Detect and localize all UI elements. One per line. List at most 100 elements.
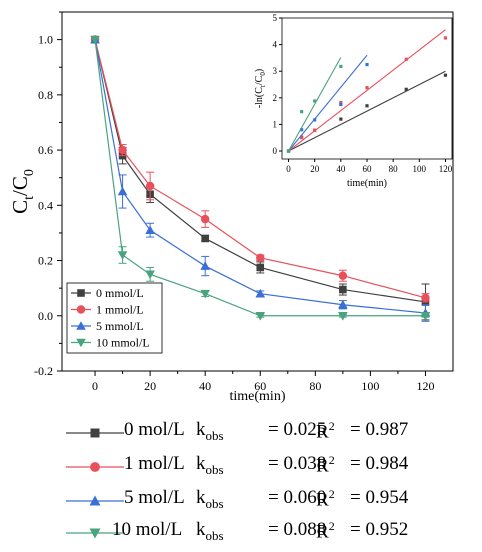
kinetics-k-value: = 0.025 — [268, 419, 327, 440]
inset-y-tick-label: 0 — [273, 146, 278, 156]
inset-data-point — [443, 36, 448, 40]
kinetics-swatch — [66, 428, 124, 438]
kinetics-r-value: = 0.984 — [350, 453, 409, 474]
data-point — [145, 270, 155, 280]
x-tick-label: 0 — [92, 379, 98, 393]
legend-marker — [76, 338, 86, 348]
kinetics-k-label: kobs — [196, 453, 224, 477]
data-point — [255, 288, 266, 298]
y-tick-label: 0.0 — [38, 309, 53, 323]
y-tick-label: 0.6 — [38, 143, 53, 157]
inset-x-tick-label: 40 — [336, 164, 346, 174]
legend-marker — [76, 321, 86, 330]
inset-data-point — [365, 104, 369, 108]
kinetics-row: 5 mol/L kobs = 0.060 R2 = 0.954 — [0, 484, 482, 520]
data-point — [338, 299, 348, 309]
data-point — [256, 253, 265, 262]
inset-data-point — [404, 57, 408, 61]
y-tick-label: 0.2 — [38, 254, 53, 268]
data-point — [338, 271, 348, 280]
inset-data-point — [365, 86, 369, 90]
kinetics-swatch — [66, 462, 124, 472]
kinetics-row: 10 mol/L kobs = 0.088 R2 = 0.952 — [0, 516, 482, 552]
data-point — [117, 251, 128, 260]
y-axis-label-part: C — [8, 200, 32, 214]
data-point — [255, 311, 266, 321]
inset-data-point — [313, 128, 317, 132]
inset-x-tick-label: 80 — [389, 164, 399, 174]
series-10-mmol-L — [90, 35, 431, 321]
kinetics-k-label: kobs — [196, 487, 224, 511]
data-point — [256, 263, 265, 272]
legend-label: 1 mmol/L — [96, 303, 144, 317]
inset-data-point — [313, 99, 317, 103]
kinetics-k-label: kobs — [196, 419, 224, 443]
kinetics-marker — [89, 528, 101, 539]
inset-data-point — [443, 73, 448, 77]
legend-marker — [77, 289, 85, 297]
kinetics-row: 0 mol/L kobs = 0.025 R2 = 0.987 — [0, 416, 482, 452]
inset-y-tick-label: 1 — [273, 119, 278, 129]
inset-x-tick-label: 20 — [310, 164, 320, 174]
inset-y-axis-label-part: /C — [254, 75, 265, 85]
inset-data-point — [300, 110, 304, 114]
inset-data-point — [339, 117, 343, 121]
inset-y-axis-label-part: t — [259, 85, 267, 87]
kinetics-marker — [90, 462, 100, 472]
inset-fit-line — [288, 54, 368, 152]
kinetics-r-value: = 0.954 — [350, 487, 409, 508]
kinetics-marker — [90, 428, 100, 438]
inset-y-tick-label: 5 — [273, 13, 278, 23]
kinetics-row: 1 mol/L kobs = 0.038 R2 = 0.984 — [0, 450, 482, 486]
y-axis-label-part: t — [22, 196, 37, 200]
legend-label: 5 mmol/L — [96, 319, 144, 333]
kinetics-condition: 1 mol/L — [124, 453, 185, 474]
kinetics-r-label: R2 — [316, 519, 335, 543]
inset-data-point — [300, 128, 304, 132]
y-tick-label: -0.2 — [34, 364, 53, 378]
y-tick-label: 0.4 — [38, 198, 53, 212]
kinetics-r-label: R2 — [316, 453, 335, 477]
data-point — [145, 181, 155, 191]
data-point — [117, 186, 128, 196]
inset-x-tick-label: 120 — [439, 164, 453, 174]
data-point — [118, 145, 127, 155]
main-plot: 0 20 40 60 80 100 120-0.20.00.20.40.60.81.0tim… — [8, 11, 454, 404]
x-tick-label: 40 — [199, 379, 211, 393]
inset-data-point — [339, 102, 343, 107]
data-point — [200, 261, 210, 270]
data-point — [145, 225, 155, 234]
legend-label: 10 mmol/L — [96, 336, 150, 350]
x-tick-label: 120 — [416, 379, 434, 393]
kinetics-condition: 10 mol/L — [112, 519, 183, 540]
data-point — [200, 214, 210, 224]
inset-fit-line — [288, 57, 342, 152]
y-tick-label: 1.0 — [38, 33, 53, 47]
kinetics-condition: 5 mol/L — [124, 487, 185, 508]
y-axis-label: Ct/C0 — [8, 169, 37, 214]
kinetics-r-label: R2 — [316, 419, 335, 443]
y-axis-label-part: 0 — [22, 169, 37, 176]
data-point — [339, 285, 347, 294]
kinetics-k-value: = 0.060 — [268, 487, 327, 508]
data-point — [420, 311, 431, 321]
kinetics-marker — [89, 495, 101, 506]
data-point — [90, 35, 100, 45]
inset-y-axis-label: -ln(Ct/C0) — [254, 69, 267, 108]
inset-y-axis-label-part: -ln(C — [254, 87, 265, 108]
inset-data-point — [339, 101, 343, 105]
inset-data-point — [365, 62, 369, 67]
kinetics-r-value: = 0.952 — [350, 519, 409, 540]
x-axis-label: time(min) — [230, 389, 286, 404]
x-tick-label: 20 — [144, 379, 156, 393]
inset-x-tick-label: 60 — [363, 164, 373, 174]
inset-data-point — [286, 149, 291, 153]
inset-fit-line — [288, 70, 446, 152]
data-point — [200, 289, 210, 299]
kinetics-k-value: = 0.038 — [268, 453, 327, 474]
kinetics-k-value: = 0.088 — [268, 519, 327, 540]
inset-data-point — [339, 64, 343, 69]
inset-x-tick-label: 0 — [286, 164, 291, 174]
kinetics-r-label: R2 — [316, 487, 335, 511]
